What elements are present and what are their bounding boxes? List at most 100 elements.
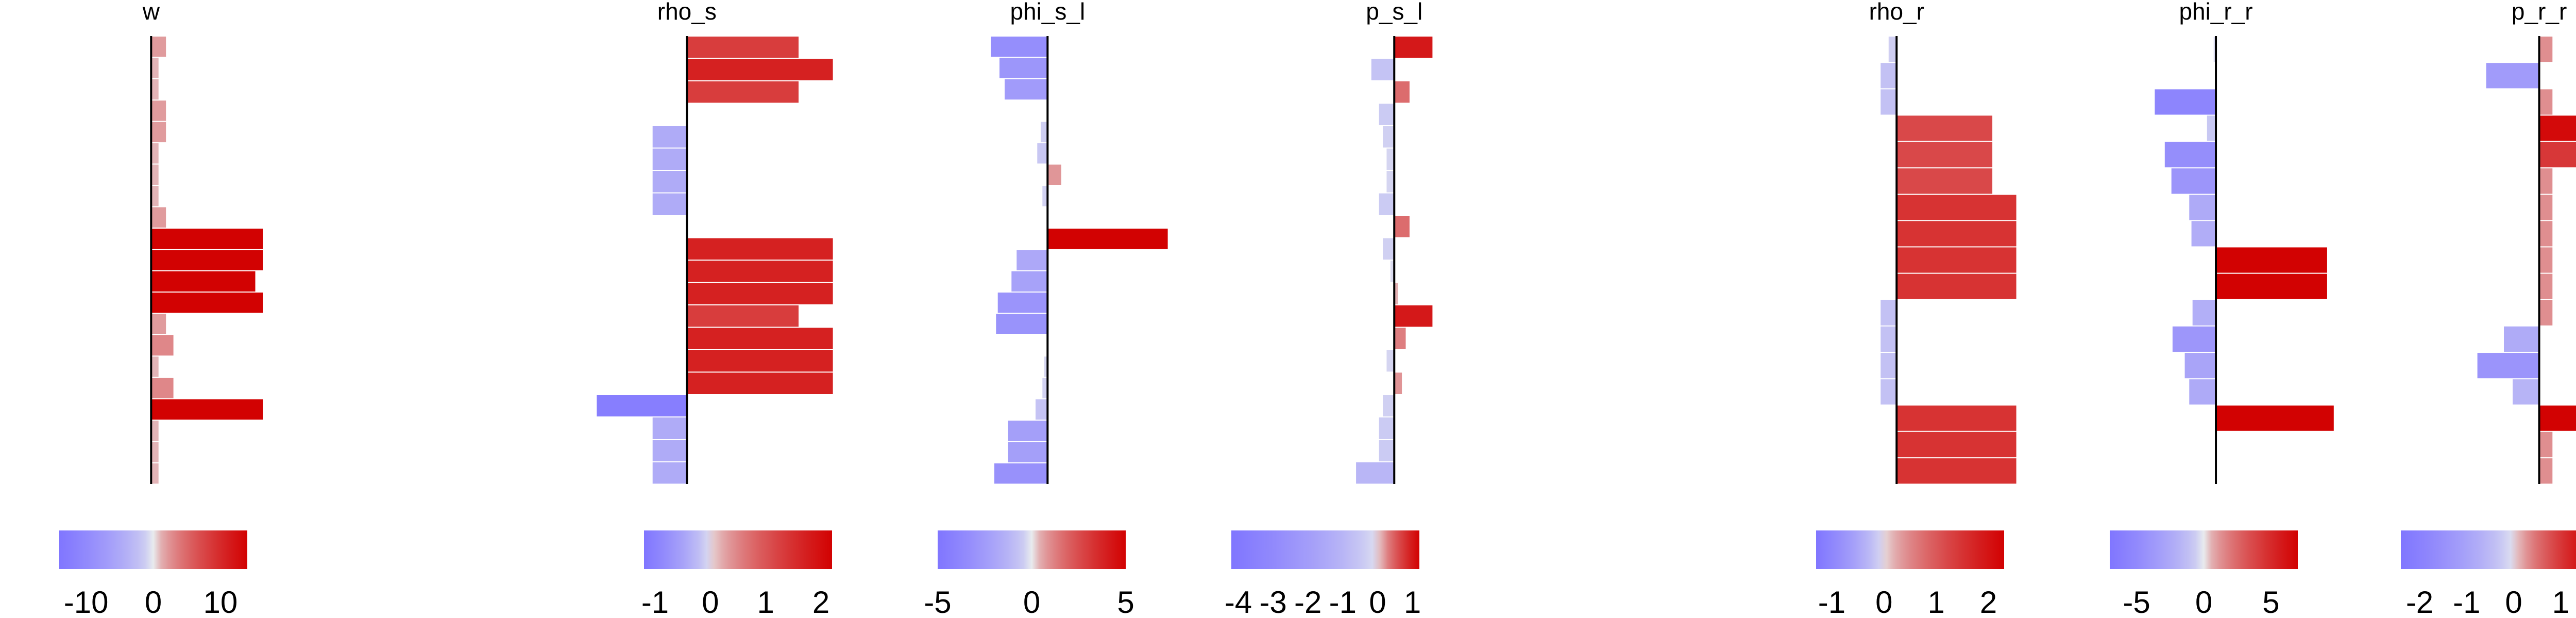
bar [2171, 168, 2216, 194]
panel-title: p_s_l [1366, 0, 1422, 25]
bar [2191, 221, 2216, 247]
bar [687, 81, 799, 103]
bar [151, 186, 159, 207]
bar [1379, 104, 1395, 125]
colorbar-tick-label: -2 [1294, 585, 1321, 618]
bar [1896, 115, 1993, 141]
bar [151, 399, 263, 420]
panel-p-r-r: p_r_r -2 -1 0 1 [2401, 0, 2576, 618]
bar [151, 164, 159, 185]
bar [1880, 326, 1897, 352]
bar [1383, 238, 1395, 260]
colorbar [2110, 530, 2298, 569]
bar [687, 238, 833, 260]
bar [1394, 372, 1402, 394]
bar [2477, 353, 2539, 379]
bar [151, 335, 174, 356]
panel-title: p_r_r [2512, 0, 2567, 25]
bar [151, 207, 166, 228]
bar [1394, 283, 1398, 304]
bar [2172, 326, 2216, 352]
panel-p-s-l: p_s_l -4 -3 -2 -1 0 1 [1225, 0, 1433, 618]
bar [597, 395, 687, 417]
bar [687, 350, 833, 372]
bar [1379, 440, 1395, 461]
bar [1880, 379, 1897, 405]
bar [1394, 37, 1433, 58]
bar [652, 417, 687, 439]
colorbar-tick-label: 0 [1875, 585, 1892, 618]
panel-title: w [142, 0, 160, 25]
bar [1042, 377, 1048, 399]
colorbar-tick-label: -1 [2453, 585, 2480, 618]
bar [151, 79, 159, 100]
bar [652, 193, 687, 215]
bar [151, 420, 159, 441]
bar [1394, 216, 1410, 237]
bar [1044, 356, 1048, 377]
bar [991, 37, 1048, 57]
bar [687, 372, 833, 394]
colorbar-tick-label: -1 [1818, 585, 1845, 618]
colorbar-tick-label: 0 [1369, 585, 1386, 618]
bar [652, 126, 687, 148]
colorbar [2401, 530, 2576, 569]
bar [652, 440, 687, 461]
bar [1896, 247, 2016, 273]
bar [687, 59, 833, 80]
bar [1394, 328, 1406, 349]
colorbar-tick-label: 0 [2505, 585, 2522, 618]
bar [2189, 195, 2216, 220]
bar [1896, 168, 1993, 194]
colorbar-tick-label: 0 [145, 585, 162, 618]
bar [687, 283, 833, 304]
panel-w: w -10 0 10 [59, 0, 263, 618]
bar [2539, 458, 2553, 484]
bar [1386, 148, 1395, 170]
bar [2539, 221, 2553, 247]
bar [151, 143, 159, 164]
bar [1880, 89, 1897, 115]
bar [1896, 142, 1993, 167]
bar [151, 58, 159, 78]
panel-title: rho_s [657, 0, 717, 25]
bar [1041, 122, 1048, 143]
bar [1880, 353, 1897, 379]
bar [1896, 273, 2016, 299]
bar [2539, 247, 2553, 273]
bar [687, 328, 833, 349]
colorbar-tick-label: -2 [2406, 585, 2433, 618]
colorbar-tick-label: 0 [702, 585, 719, 618]
colorbar-tick-label: -3 [1259, 585, 1286, 618]
bar [652, 462, 687, 484]
bar [1356, 462, 1395, 484]
bar [1880, 63, 1897, 89]
colorbar-tick-label: 5 [2262, 585, 2279, 618]
bar [1383, 395, 1395, 417]
bar [151, 100, 166, 121]
bar [2213, 37, 2216, 62]
colorbar-tick-label: -1 [1329, 585, 1357, 618]
colorbar [59, 530, 247, 569]
colorbar [938, 530, 1126, 569]
bar [2539, 432, 2553, 457]
colorbar [1231, 530, 1419, 569]
bar [687, 305, 799, 327]
colorbar-tick-label: 0 [2195, 585, 2212, 618]
colorbar-tick-label: -4 [1225, 585, 1252, 618]
colorbar-tick-label: 10 [204, 585, 238, 618]
bar [2155, 89, 2216, 115]
bar [1390, 261, 1395, 282]
colorbar [1816, 530, 2004, 569]
bar [2216, 247, 2327, 273]
bar [1896, 195, 2016, 220]
bar [2192, 300, 2216, 325]
bar [2539, 405, 2576, 431]
bar [1371, 59, 1395, 80]
bar [994, 463, 1048, 484]
bar [1008, 420, 1048, 441]
panel-rho-r: rho_r -1 0 1 2 [1816, 0, 2016, 618]
bar [2184, 353, 2216, 379]
bar [2539, 168, 2553, 194]
